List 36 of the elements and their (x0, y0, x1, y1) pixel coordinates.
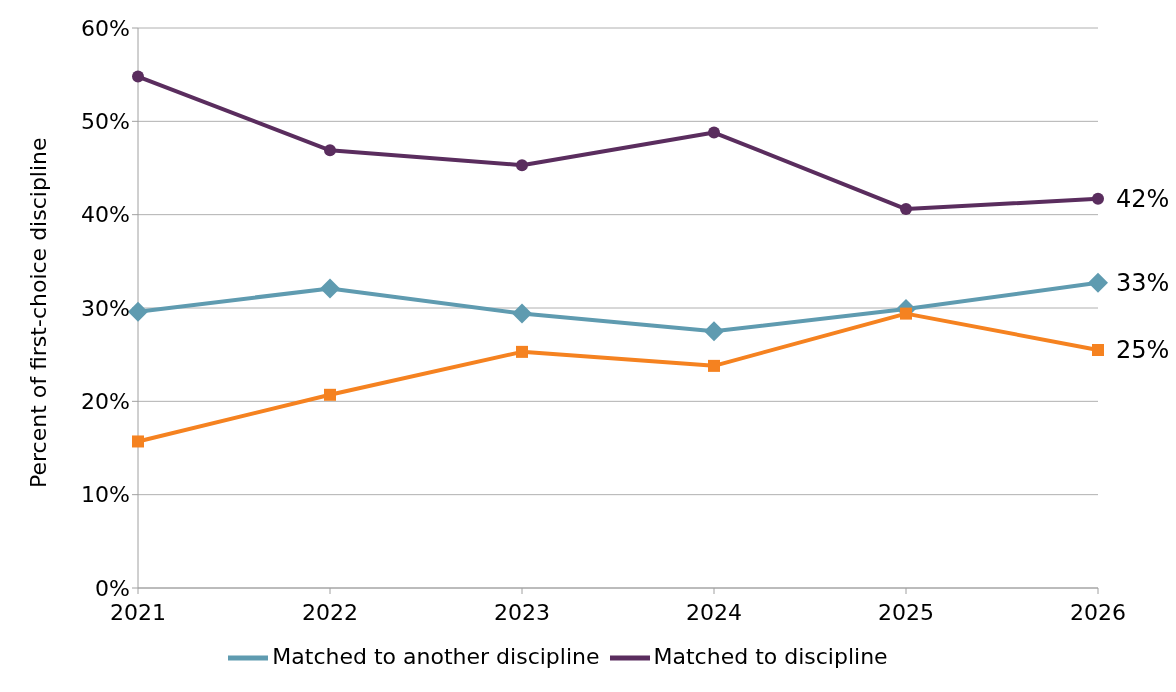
point (708, 126, 720, 139)
x-tick-label: 2021 (110, 599, 166, 625)
legend-label: Matched to discipline (653, 644, 888, 669)
point (132, 435, 144, 448)
point (516, 345, 528, 358)
point (1092, 192, 1104, 205)
point (708, 359, 720, 372)
point (324, 388, 336, 401)
data-label: 42% (1116, 184, 1170, 213)
x-tick-label: 2024 (686, 599, 742, 625)
point (320, 278, 340, 299)
data-label: 33% (1116, 268, 1170, 297)
point (1092, 344, 1104, 356)
legend-label: Matched to another discipline (272, 644, 600, 669)
x-tick-label: 2025 (878, 599, 934, 625)
y-tick-label: 60% (81, 15, 130, 41)
y-axis-title: Percent of first-choice discipline (25, 137, 51, 488)
y-tick-label: 40% (81, 202, 130, 228)
point (900, 203, 912, 216)
x-tick-label: 2023 (494, 599, 550, 625)
point (516, 159, 528, 172)
point (900, 307, 912, 320)
point (512, 303, 532, 324)
y-tick-label: 20% (81, 389, 130, 415)
y-tick-label: 10% (81, 482, 130, 508)
point (704, 321, 724, 342)
x-tick-label: 2022 (302, 599, 358, 625)
data-label: 25% (1116, 336, 1170, 364)
y-tick-label: 50% (81, 109, 130, 135)
y-tick-label: 0% (95, 575, 130, 601)
point (132, 70, 144, 83)
point (1088, 272, 1108, 293)
point (128, 301, 148, 322)
y-tick-label: 30% (81, 295, 130, 321)
x-tick-label: 2026 (1070, 599, 1126, 625)
point (324, 144, 336, 157)
